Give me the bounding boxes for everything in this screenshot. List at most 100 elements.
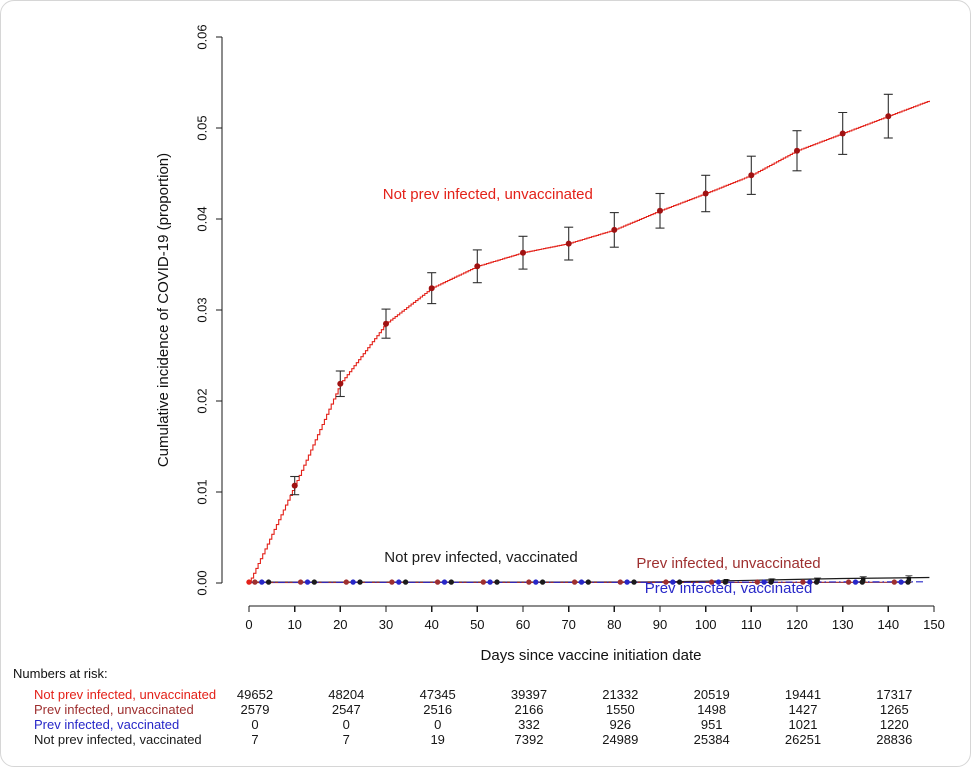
y-tick-labels: 0.00 0.01 0.02 0.03 0.04 0.05 0.06 Cumulative i…: [155, 24, 210, 595]
y-tick-label: 0.06: [195, 24, 210, 49]
y-tick-label: 0.01: [195, 479, 210, 504]
rug-dot: [350, 579, 356, 585]
rug-dot: [389, 579, 395, 585]
data-point-marker: [428, 285, 435, 292]
rug-dot: [754, 579, 760, 585]
x-tick-label: 150: [923, 617, 945, 632]
rug-dot: [715, 579, 722, 585]
series-label: Not prev infected, vaccinated: [384, 549, 577, 566]
rug-dot: [297, 579, 304, 585]
data-point-marker: [748, 172, 755, 179]
data-point-marker: [565, 240, 572, 247]
x-tick-label: 80: [607, 617, 621, 632]
x-axis-title: Days since vaccine initiation date: [481, 647, 702, 664]
x-tick-label: 120: [786, 617, 808, 632]
rug-dot: [396, 579, 402, 585]
rug-dot: [813, 579, 820, 585]
rug-dot: [252, 579, 258, 585]
data-point-marker: [520, 249, 526, 256]
series-not-prev-infected-vaccinated: Not prev infected, vaccinated: [249, 549, 930, 584]
rug-dot: [402, 579, 409, 585]
y-tick-label: 0.00: [195, 570, 210, 595]
rug-dot: [617, 579, 623, 585]
data-point-marker: [337, 380, 344, 387]
rug-dot: [845, 579, 852, 585]
y-tick-label: 0.03: [195, 297, 210, 322]
rug-dot: [852, 579, 859, 585]
rug-dot: [800, 579, 806, 585]
data-point-marker: [657, 207, 663, 214]
data-point-marker: [861, 577, 866, 582]
rug-dot: [494, 579, 500, 585]
rug-dot: [304, 579, 311, 585]
y-tick-label: 0.04: [195, 206, 210, 231]
x-tick-label: 30: [379, 617, 393, 632]
rug-dot: [631, 579, 637, 585]
x-tick-label: 130: [832, 617, 854, 632]
y-tick-label: 0.02: [195, 388, 210, 413]
series-prev-infected-unvaccinated: Prev infected, unvaccinated: [248, 555, 912, 584]
x-tick-label: 10: [287, 617, 301, 632]
rug-dot: [585, 579, 591, 585]
rug-dot: [761, 579, 767, 585]
rug-dot: [448, 579, 454, 585]
rug-dot: [441, 579, 448, 585]
data-point-marker: [906, 576, 912, 582]
rug-dot: [578, 579, 585, 585]
series-not-prev-infected-unvaccinated: Not prev infected, unvaccinated: [249, 93, 930, 584]
rug-dot: [533, 579, 539, 585]
x-tick-label: 70: [561, 617, 575, 632]
series-label: Prev infected, unvaccinated: [636, 555, 820, 572]
rug-dot: [663, 579, 669, 585]
rug-dot: [807, 579, 813, 585]
data-point-marker: [383, 320, 389, 327]
rug-dot: [905, 579, 911, 585]
rug-dot: [487, 579, 493, 585]
rug-dot: [343, 579, 349, 585]
x-tick-label: 140: [877, 617, 899, 632]
x-axis: [248, 605, 935, 612]
y-tick-label: 0.05: [195, 115, 210, 140]
rug-dot: [708, 579, 715, 585]
data-point-marker: [839, 130, 846, 137]
y-axis: [216, 36, 223, 584]
x-tick-label: 40: [424, 617, 438, 632]
y-axis-title: Cumulative incidence of COVID-19 (propor…: [155, 153, 172, 467]
rug-dot: [670, 579, 676, 585]
rug-dots: [246, 579, 911, 585]
x-tick-label: 20: [333, 617, 347, 632]
rug-dot: [624, 579, 630, 585]
rug-dot: [434, 579, 441, 585]
rug-dot: [265, 579, 272, 585]
rug-dot: [898, 579, 904, 585]
data-point-marker: [474, 263, 481, 270]
rug-dot: [246, 579, 252, 585]
rug-dot: [311, 579, 317, 585]
rug-dot: [571, 579, 578, 585]
rug-dot: [676, 579, 683, 585]
x-tick-label: 50: [470, 617, 484, 632]
x-tick-label: 110: [741, 617, 762, 632]
x-tick-labels: 0 10 20 30 40 50 60 70 80 90 100 110 120 130 140 150 Day…: [245, 617, 944, 664]
series-label: Not prev infected, unvaccinated: [383, 186, 593, 203]
rug-dot: [259, 579, 265, 585]
x-tick-label: 100: [695, 617, 717, 632]
x-tick-label: 60: [516, 617, 530, 632]
rug-dot: [539, 579, 546, 585]
x-tick-label: 90: [653, 617, 667, 632]
data-point-marker: [702, 190, 709, 197]
x-tick-label: 0: [245, 617, 252, 632]
data-point-marker: [794, 147, 800, 154]
rug-dot: [722, 579, 728, 585]
rug-dot: [480, 579, 486, 585]
data-point-marker: [291, 482, 298, 489]
rug-dot: [891, 579, 897, 585]
series-label: Prev infected, vaccinated: [645, 580, 813, 597]
rug-dot: [768, 579, 774, 585]
rug-dot: [526, 579, 532, 585]
rug-dot: [859, 579, 865, 585]
rug-dot: [357, 579, 363, 585]
data-point-marker: [611, 226, 618, 233]
